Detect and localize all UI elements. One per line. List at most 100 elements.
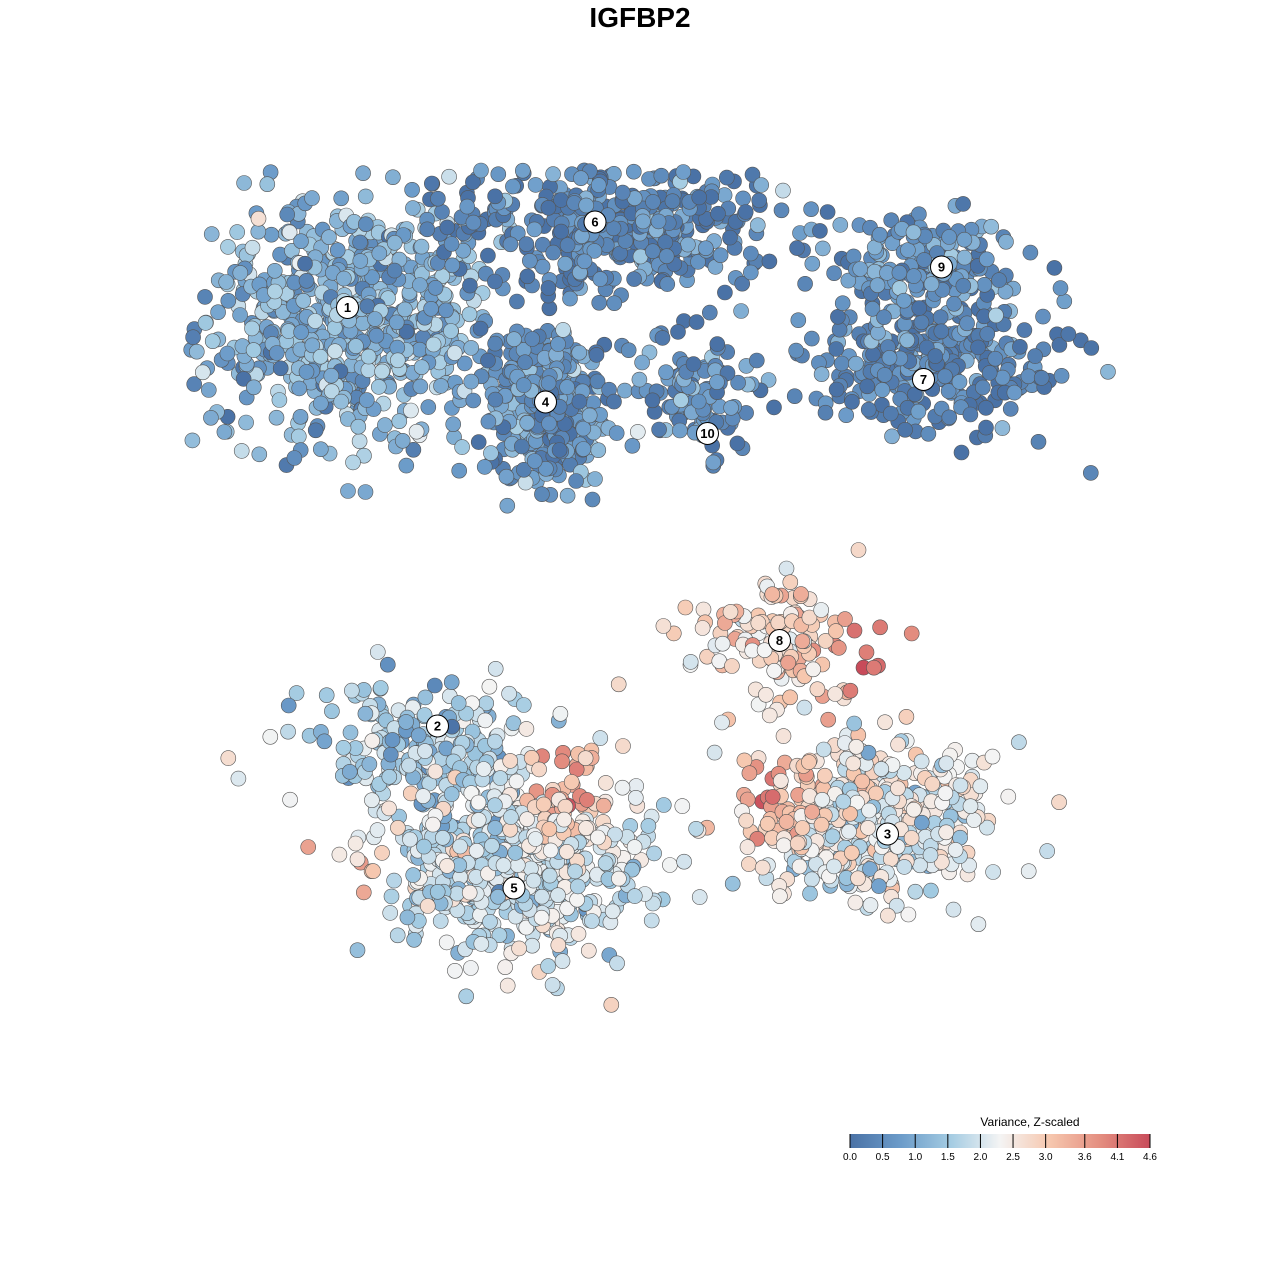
data-point xyxy=(1083,340,1100,356)
data-point xyxy=(646,845,662,862)
data-point xyxy=(259,176,276,192)
data-point xyxy=(384,732,401,748)
data-point xyxy=(425,816,441,833)
data-point xyxy=(714,714,730,731)
data-point xyxy=(405,200,421,216)
data-point xyxy=(788,342,804,359)
data-point xyxy=(1052,280,1069,296)
cluster-label-text: 5 xyxy=(510,881,517,896)
data-point xyxy=(559,487,576,504)
data-point xyxy=(454,439,470,455)
data-point xyxy=(953,444,970,461)
data-point xyxy=(290,428,307,445)
data-point xyxy=(550,937,567,953)
data-point xyxy=(321,229,337,245)
data-point xyxy=(764,789,781,805)
data-point xyxy=(1072,332,1089,349)
data-point xyxy=(519,414,536,431)
data-point xyxy=(423,175,440,192)
data-point xyxy=(534,486,550,503)
data-point xyxy=(868,785,884,802)
data-point xyxy=(559,379,575,395)
data-point xyxy=(233,443,250,459)
data-point xyxy=(675,164,692,180)
data-point xyxy=(643,912,660,929)
cluster-label-marker xyxy=(502,876,526,900)
data-point xyxy=(355,884,372,901)
data-point xyxy=(381,800,397,817)
cluster-label-text: 4 xyxy=(542,395,550,410)
data-point xyxy=(218,274,234,290)
data-point xyxy=(803,330,820,347)
points-layer xyxy=(183,162,1116,1013)
data-point xyxy=(751,192,768,209)
data-point xyxy=(644,243,661,259)
data-point xyxy=(880,907,896,924)
legend-tick-label: 4.6 xyxy=(1143,1152,1157,1163)
data-point xyxy=(333,393,350,410)
data-point xyxy=(298,364,315,380)
data-point xyxy=(559,237,576,253)
data-point xyxy=(758,686,774,703)
data-point xyxy=(805,661,822,678)
data-point xyxy=(923,276,940,292)
legend-tick-label: 2.5 xyxy=(1006,1152,1020,1163)
data-point xyxy=(1020,863,1037,880)
data-point xyxy=(293,233,309,249)
data-point xyxy=(734,275,751,292)
data-point xyxy=(852,261,869,277)
data-point xyxy=(204,333,221,350)
data-point xyxy=(629,424,646,440)
data-point xyxy=(983,218,1000,235)
data-point xyxy=(927,348,944,364)
data-point xyxy=(498,468,515,485)
data-point xyxy=(403,402,419,419)
data-point xyxy=(782,689,798,706)
data-point xyxy=(475,761,492,777)
data-point xyxy=(470,434,487,450)
data-point xyxy=(970,916,987,933)
data-point xyxy=(429,883,446,900)
data-point xyxy=(551,442,568,458)
data-point xyxy=(858,644,875,661)
data-point xyxy=(848,355,864,372)
data-point xyxy=(838,407,855,424)
data-point xyxy=(389,927,406,944)
data-point xyxy=(527,177,544,193)
data-point xyxy=(229,224,245,240)
data-point xyxy=(913,314,930,331)
data-point xyxy=(335,739,352,756)
data-point xyxy=(524,331,541,347)
data-point xyxy=(352,234,368,251)
data-point xyxy=(518,236,535,252)
data-point xyxy=(635,213,651,230)
data-point xyxy=(383,888,400,905)
data-point xyxy=(690,393,707,410)
data-point xyxy=(329,242,346,258)
data-point xyxy=(922,847,939,863)
data-point xyxy=(487,188,503,205)
data-point xyxy=(690,254,706,270)
data-point xyxy=(920,425,937,442)
data-point xyxy=(369,822,386,838)
data-point xyxy=(946,295,962,312)
data-point xyxy=(390,819,406,836)
data-point xyxy=(220,750,237,766)
data-point xyxy=(236,175,252,191)
data-point xyxy=(834,295,851,312)
data-point xyxy=(606,393,622,410)
data-point xyxy=(832,217,849,233)
data-point xyxy=(477,712,494,729)
data-point xyxy=(742,264,759,281)
cluster-label-marker xyxy=(876,822,899,846)
data-point xyxy=(898,708,915,725)
data-point xyxy=(357,705,374,722)
data-point xyxy=(1051,794,1067,811)
data-point xyxy=(881,349,898,366)
data-point xyxy=(903,830,920,846)
data-point xyxy=(456,355,473,372)
data-point xyxy=(455,242,472,259)
data-point xyxy=(443,786,460,802)
data-point xyxy=(499,497,516,514)
data-point xyxy=(484,837,500,854)
